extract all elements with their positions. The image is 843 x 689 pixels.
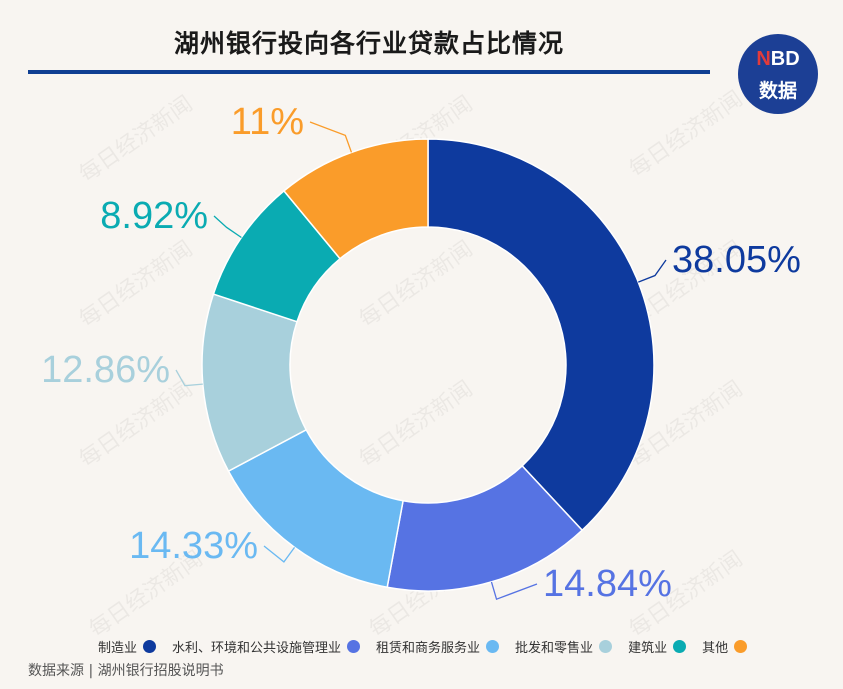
data-source: 数据来源 | 湖州银行招股说明书 <box>28 663 224 679</box>
legend-label: 批发和零售业 <box>515 640 594 656</box>
data-label-2: 14.84% <box>543 563 672 605</box>
leader-line-4 <box>175 369 203 387</box>
legend-item: 批发和零售业 <box>515 637 613 656</box>
legend-item: 租赁和商务服务业 <box>376 637 500 656</box>
data-label-5: 8.92% <box>100 195 208 237</box>
watermark-text: 每日经济新闻 <box>75 237 197 333</box>
leader-line-3 <box>263 545 296 563</box>
watermark-text: 每日经济新闻 <box>355 377 477 473</box>
legend-swatch <box>486 639 500 653</box>
legend-swatch <box>347 639 361 653</box>
leader-line-6 <box>309 121 353 153</box>
legend-label: 制造业 <box>98 640 138 656</box>
legend-item: 水利、环境和公共设施管理业 <box>172 637 361 656</box>
legend-label: 租赁和商务服务业 <box>376 640 481 656</box>
legend-label: 建筑业 <box>628 640 668 656</box>
legend-swatch <box>599 639 613 653</box>
watermark-text: 每日经济新闻 <box>625 87 747 183</box>
donut-slice-6 <box>282 138 429 260</box>
nbd-logo: NBD 数据 <box>738 34 818 114</box>
data-label-3: 14.33% <box>129 525 258 567</box>
legend-swatch <box>734 639 748 653</box>
legend-item: 其他 <box>702 637 748 656</box>
legend-item: 建筑业 <box>628 637 687 656</box>
donut-slice-1 <box>427 138 655 532</box>
legend-label: 其他 <box>702 640 729 656</box>
watermark-text: 每日经济新闻 <box>75 92 197 188</box>
legend: 制造业 水利、环境和公共设施管理业 租赁和商务服务业 批发和零售业 建筑业 其他 <box>98 636 763 656</box>
legend-swatch <box>143 639 157 653</box>
leader-line-1 <box>638 259 667 283</box>
data-label-1: 38.05% <box>672 239 801 281</box>
logo-text-bd: BD <box>770 48 800 70</box>
legend-label: 水利、环境和公共设施管理业 <box>172 640 342 656</box>
logo-text-data: 数据 <box>758 80 797 102</box>
title-underline <box>28 70 710 74</box>
data-label-4: 12.86% <box>41 349 170 391</box>
logo-text-n: N <box>756 48 771 70</box>
legend-swatch <box>673 639 687 653</box>
data-label-6: 11% <box>231 101 304 143</box>
leader-line-2 <box>490 581 538 601</box>
leader-line-5 <box>213 215 242 239</box>
watermark-text: 每日经济新闻 <box>75 377 197 473</box>
legend-item: 制造业 <box>98 637 157 656</box>
chart-title: 湖州银行投向各行业贷款占比情况 <box>173 29 564 58</box>
watermark-text: 每日经济新闻 <box>355 237 477 333</box>
